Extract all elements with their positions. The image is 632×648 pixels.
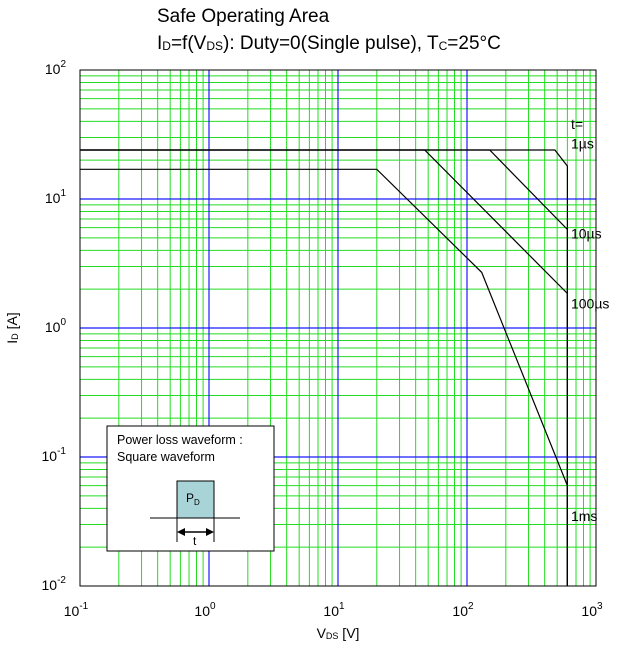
tick-label: 10-1 [64, 601, 89, 619]
width-arrow-right-head [206, 528, 214, 536]
tick-label: 100 [194, 601, 216, 619]
tick-label: 100 [45, 317, 67, 335]
series-label: 1ms [571, 508, 597, 524]
series-line-1ms [80, 168, 569, 586]
tick-label: 10-1 [42, 446, 67, 464]
waveform-inset: Power loss waveform : Square waveform PD… [106, 425, 275, 552]
pulse-rect [176, 480, 215, 519]
tick-label: 101 [323, 601, 345, 619]
legend-header: t= [571, 116, 583, 132]
chart-title: Safe Operating Area [157, 6, 330, 27]
series-labels: t= 1µs 10µs 100µs 1ms [571, 116, 609, 524]
tick-label: 101 [45, 188, 67, 206]
series-label: 1µs [571, 135, 594, 151]
width-arrow-left-head [177, 528, 185, 536]
plot-frame [79, 69, 597, 587]
x-axis-label: VDS [V] [317, 625, 360, 641]
inset-title: Power loss waveform : [117, 433, 243, 447]
y-axis-label: ID [A] [4, 312, 20, 343]
series-label: 10µs [571, 226, 602, 242]
chart-subtitle: ID=f(VDS): Duty=0(Single pulse), TC=25°C [157, 33, 501, 54]
tick-label: 103 [581, 601, 603, 619]
inset-subtitle: Square waveform [117, 450, 215, 464]
pulse-label: PD [186, 491, 200, 507]
tick-label: 102 [45, 59, 67, 77]
tick-label: 102 [452, 601, 474, 619]
series-label: 100µs [571, 295, 609, 311]
tick-label: 10-2 [42, 575, 67, 593]
series-line-100s [80, 149, 569, 586]
width-label: t [193, 534, 197, 548]
tick-labels: 10-1 100 101 102 103 10-2 10-1 100 101 102 [42, 59, 603, 619]
series-curves [80, 149, 569, 586]
